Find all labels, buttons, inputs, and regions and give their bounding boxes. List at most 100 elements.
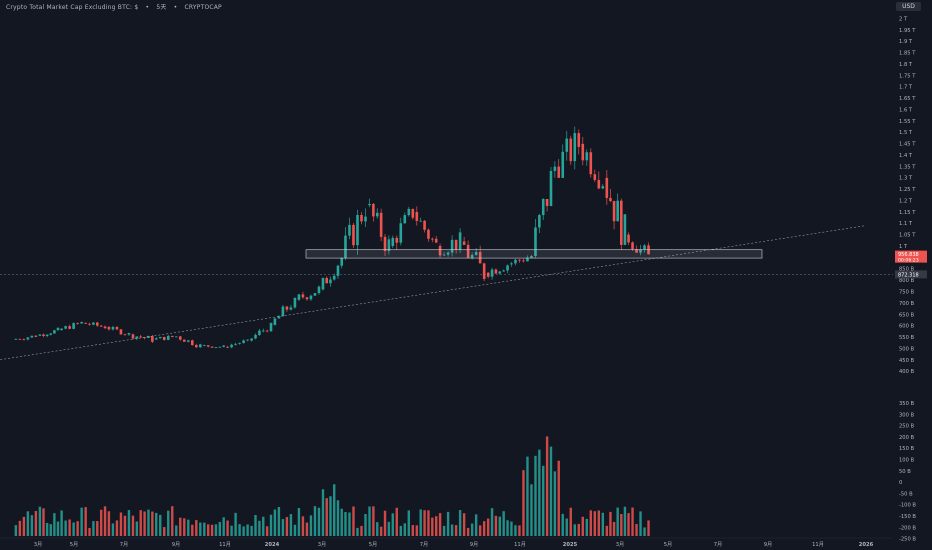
candle-body [60, 328, 63, 331]
price-tick-label: 2 T [899, 16, 908, 22]
candle-body [631, 242, 634, 250]
price-tick-label: 1.65 T [899, 96, 916, 102]
volume-bar [30, 515, 34, 536]
volume-bar [179, 517, 182, 536]
interval-label[interactable]: 5天 [156, 4, 167, 11]
volume-bar [542, 465, 545, 536]
volume-bar [545, 436, 549, 536]
volume-bar [210, 524, 214, 536]
volume-bar [364, 513, 367, 536]
time-tick-label: 7月 [714, 541, 723, 548]
candle-body [80, 321, 83, 324]
candle-body [206, 345, 210, 347]
price-tick-label: 1.2 T [899, 198, 913, 204]
price-tick-label: 1.6 T [899, 107, 913, 113]
volume-bar [356, 527, 359, 536]
price-tick-label: 450 B [899, 358, 915, 364]
candle-body [348, 224, 351, 236]
time-tick-label: 2024 [265, 542, 280, 548]
volume-bar [88, 527, 91, 536]
volume-bar [45, 522, 49, 536]
time-tick-label: 7月 [420, 541, 429, 548]
volume-bar [242, 526, 245, 536]
candle-body [526, 257, 529, 262]
candle-body [56, 327, 60, 331]
volume-bar [60, 510, 63, 536]
volume-bar [631, 507, 634, 536]
volume-tick-label: 200 B [899, 435, 915, 441]
candle-body [375, 212, 379, 217]
volume-bar [348, 512, 351, 536]
volume-tick-label: 50 B [899, 469, 911, 475]
candle-body [317, 286, 321, 294]
candle-body [431, 238, 434, 240]
volume-bar [458, 510, 462, 536]
candle-body [609, 197, 612, 202]
candle-body [506, 265, 509, 271]
candle-body [293, 297, 297, 308]
volume-bar [262, 516, 265, 536]
candle-body [34, 335, 38, 337]
volume-bar [84, 507, 87, 536]
candle-body [203, 345, 206, 347]
candle-body [88, 323, 91, 325]
candle-body [119, 329, 123, 335]
candle-body [154, 338, 158, 340]
volume-bar [605, 525, 609, 536]
price-tick-label: 800 B [899, 278, 915, 284]
candle-body [222, 345, 226, 347]
volume-bar [601, 512, 605, 536]
volume-bar [514, 525, 517, 536]
volume-bar [352, 506, 355, 536]
candles [14, 126, 650, 349]
candle-body [321, 277, 325, 290]
volume-tick-label: -50 B [899, 491, 913, 497]
volume-bar [549, 446, 553, 536]
candle-body [490, 269, 494, 277]
volume-bars [14, 436, 650, 536]
volume-bar [18, 520, 22, 536]
price-tick-label: 1.5 T [899, 130, 913, 136]
volume-bar [313, 506, 317, 536]
volume-tick-label: -150 B [899, 514, 916, 520]
volume-bar [230, 525, 233, 536]
volume-bar [238, 524, 241, 536]
volume-bar [344, 512, 347, 536]
candle-body [639, 249, 642, 253]
volume-bar [442, 525, 446, 536]
volume-bar [246, 524, 249, 536]
volume-bar [336, 500, 340, 536]
candle-body [174, 336, 178, 338]
price-tick-label: 650 B [899, 312, 915, 318]
support-zone [305, 249, 763, 259]
candle-body [166, 335, 170, 340]
volume-bar [222, 517, 225, 536]
volume-bar [530, 484, 533, 536]
countdown-label: 00:06:23 [898, 258, 919, 264]
candle-body [372, 203, 375, 217]
currency-badge[interactable]: USD [896, 2, 921, 11]
volume-bar [486, 518, 490, 536]
candle-body [486, 272, 490, 277]
candle-body [573, 133, 577, 162]
candle-body [135, 336, 139, 339]
volume-bar [305, 522, 309, 536]
volume-bar [407, 510, 411, 536]
overlays [0, 225, 893, 360]
candle-body [597, 179, 601, 189]
price-tick-label: 1.85 T [899, 51, 916, 57]
candle-body [84, 322, 87, 324]
candle-body [158, 336, 162, 339]
candle-body [438, 246, 442, 256]
time-tick-label: 3月 [34, 541, 43, 548]
candle-body [387, 239, 391, 251]
candle-body [442, 254, 446, 256]
volume-tick-label: 250 B [899, 424, 915, 430]
volume-bar [68, 519, 71, 536]
price-tick-label: 1.15 T [899, 210, 916, 216]
candle-body [127, 333, 131, 335]
volume-bar [403, 523, 406, 536]
volume-bar [557, 460, 560, 536]
time-tick-label: 3月 [616, 541, 625, 548]
